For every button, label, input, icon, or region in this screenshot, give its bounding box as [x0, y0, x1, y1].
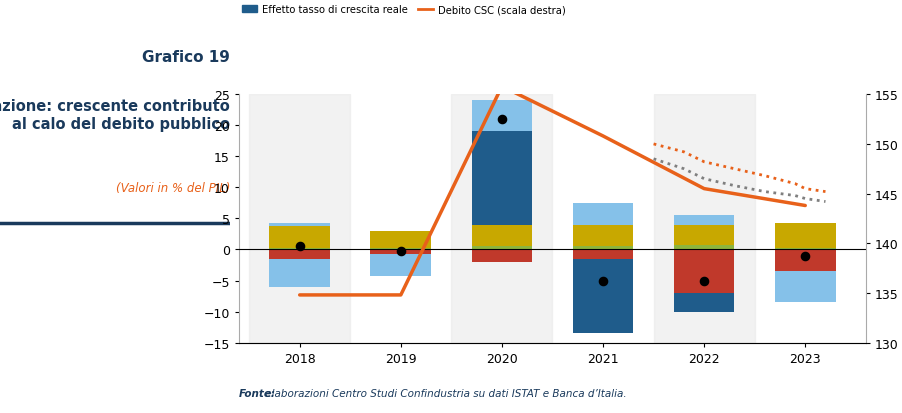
- Bar: [249, 95, 350, 343]
- Bar: [674, 250, 734, 293]
- Bar: [573, 247, 633, 250]
- Bar: [674, 216, 734, 225]
- Bar: [573, 204, 633, 225]
- Bar: [573, 250, 633, 259]
- Point: [292, 244, 307, 250]
- Bar: [573, 259, 633, 334]
- Point: [697, 278, 712, 284]
- Bar: [654, 95, 755, 343]
- Bar: [371, 250, 431, 255]
- Bar: [270, 226, 330, 248]
- Bar: [573, 225, 633, 247]
- Bar: [472, 225, 532, 247]
- Point: [596, 278, 611, 284]
- Bar: [371, 249, 431, 250]
- Text: (Valori in % del PIL): (Valori in % del PIL): [115, 182, 230, 195]
- Text: elaborazioni Centro Studi Confindustria su dati ISTAT e Banca d’Italia.: elaborazioni Centro Studi Confindustria …: [262, 389, 627, 399]
- Bar: [451, 95, 552, 343]
- Legend: Aggiust. Stock-Flussi, Effetto spesa per interessi, Effetto tasso di crescita re: Aggiust. Stock-Flussi, Effetto spesa per…: [238, 0, 811, 19]
- Bar: [674, 293, 734, 312]
- Bar: [270, 250, 330, 259]
- Text: Fonte:: Fonte:: [239, 389, 276, 399]
- Point: [393, 248, 408, 255]
- Bar: [775, 250, 835, 272]
- Bar: [674, 225, 734, 245]
- Bar: [472, 247, 532, 250]
- Bar: [270, 223, 330, 226]
- Bar: [472, 250, 532, 262]
- Bar: [270, 248, 330, 250]
- Point: [798, 253, 813, 259]
- Point: [494, 116, 509, 123]
- Bar: [472, 101, 532, 132]
- Bar: [371, 255, 431, 277]
- Bar: [371, 231, 431, 249]
- Bar: [775, 272, 835, 302]
- Bar: [775, 223, 835, 248]
- Bar: [472, 132, 532, 225]
- Bar: [775, 248, 835, 250]
- Text: Grafico 19: Grafico 19: [143, 50, 230, 64]
- Bar: [270, 259, 330, 287]
- Text: Inflazione: crescente contributo
al calo del debito pubblico: Inflazione: crescente contributo al calo…: [0, 99, 230, 131]
- Bar: [674, 245, 734, 250]
